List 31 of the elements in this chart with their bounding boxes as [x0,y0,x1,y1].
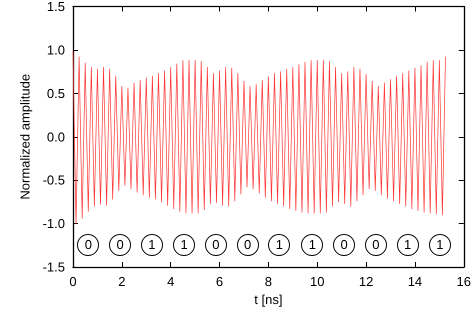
y-tick-label: 0.0 [46,129,65,144]
x-tick-label: 16 [456,274,472,289]
y-tick-label: -1.0 [42,216,65,232]
annotation: 1 [428,234,451,256]
x-tick-label: 6 [216,274,224,289]
y-axis-title: Normalized amplitude [18,74,33,200]
annotation: 1 [396,234,419,256]
annotation: 0 [109,234,132,256]
y-tick-label: 0.5 [46,86,65,101]
x-axis-title: t [ns] [254,292,282,307]
x-tick-label: 2 [118,274,126,289]
y-tick-label: -0.5 [42,172,65,188]
annotation: 0 [77,234,100,256]
annotation: 1 [140,234,163,256]
annotation: 0 [333,234,356,256]
annotation: 0 [364,234,387,256]
annotation: 0 [236,234,259,256]
x-tick-label: 8 [264,274,272,289]
y-tick-label: -1.5 [42,260,65,274]
annotation: 1 [268,234,290,256]
x-tick-label: 0 [69,274,77,289]
annotation: 0 [204,234,227,256]
x-tick-label: 4 [167,274,174,289]
x-tick-label: 14 [408,274,422,289]
y-tick-label: 1.0 [46,42,65,58]
annotation: 1 [173,234,196,256]
y-tick-label: 1.5 [46,0,65,14]
annotation: 1 [301,234,324,256]
line-series [72,51,446,224]
x-tick-label: 10 [310,274,324,289]
x-tick-label: 12 [358,274,374,289]
